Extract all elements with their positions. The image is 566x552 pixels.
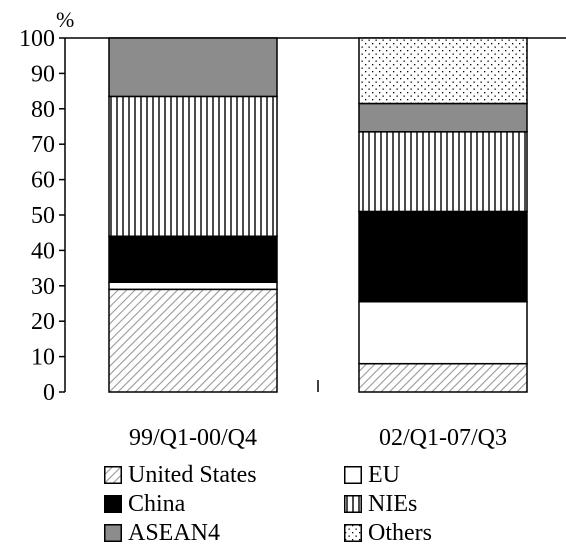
y-tick-label: 0 xyxy=(43,380,55,406)
bar-segment xyxy=(108,288,278,393)
bar-segment xyxy=(108,281,278,291)
bar-segment xyxy=(358,37,528,105)
legend-swatch xyxy=(104,466,122,484)
y-tick-label: 60 xyxy=(31,168,55,194)
bar-segment xyxy=(108,37,278,98)
y-tick-label: 90 xyxy=(31,61,55,87)
x-tick-label: 99/Q1-00/Q4 xyxy=(129,425,257,451)
legend-label: EU xyxy=(368,462,400,488)
bars xyxy=(108,37,528,393)
legend-label: United States xyxy=(128,462,257,488)
legend: United States EU China NIEs ASEAN4 Others xyxy=(104,462,544,546)
y-tick-label: 100 xyxy=(19,26,55,52)
legend-swatch xyxy=(344,466,362,484)
legend-item: EU xyxy=(344,462,544,488)
legend-label: NIEs xyxy=(368,491,418,517)
x-tick-label: 02/Q1-07/Q3 xyxy=(379,425,507,451)
legend-item: United States xyxy=(104,462,344,488)
y-tick-label: 40 xyxy=(31,238,55,264)
legend-item: NIEs xyxy=(344,491,544,517)
bar-segment xyxy=(108,95,278,237)
bar-segment xyxy=(358,102,528,133)
legend-swatch xyxy=(104,495,122,513)
y-tick-label: 70 xyxy=(31,132,55,158)
legend-label: China xyxy=(128,491,186,517)
legend-swatch xyxy=(344,495,362,513)
bar-segment xyxy=(108,235,278,284)
y-tick-label: 30 xyxy=(31,274,55,300)
legend-item: ASEAN4 xyxy=(104,520,344,546)
legend-swatch xyxy=(344,524,362,542)
bar-segment xyxy=(358,210,528,303)
axis-labels: 0 10 20 30 40 50 60 70 80 90 100 99/Q1-00/Q4 02/Q1-0… xyxy=(19,26,507,451)
legend-label: ASEAN4 xyxy=(128,520,221,546)
y-tick-label: 50 xyxy=(31,203,55,229)
bar-segment xyxy=(358,131,528,213)
bar-segment xyxy=(358,362,528,393)
y-tick-label: 10 xyxy=(31,345,55,371)
legend-item: China xyxy=(104,491,344,517)
y-tick-label: 80 xyxy=(31,97,55,123)
legend-label: Others xyxy=(368,520,432,546)
bar-segment xyxy=(358,300,528,365)
legend-item: Others xyxy=(344,520,544,546)
y-tick-label: 20 xyxy=(31,309,55,335)
legend-swatch xyxy=(104,524,122,542)
y-unit-label: % xyxy=(56,7,74,32)
